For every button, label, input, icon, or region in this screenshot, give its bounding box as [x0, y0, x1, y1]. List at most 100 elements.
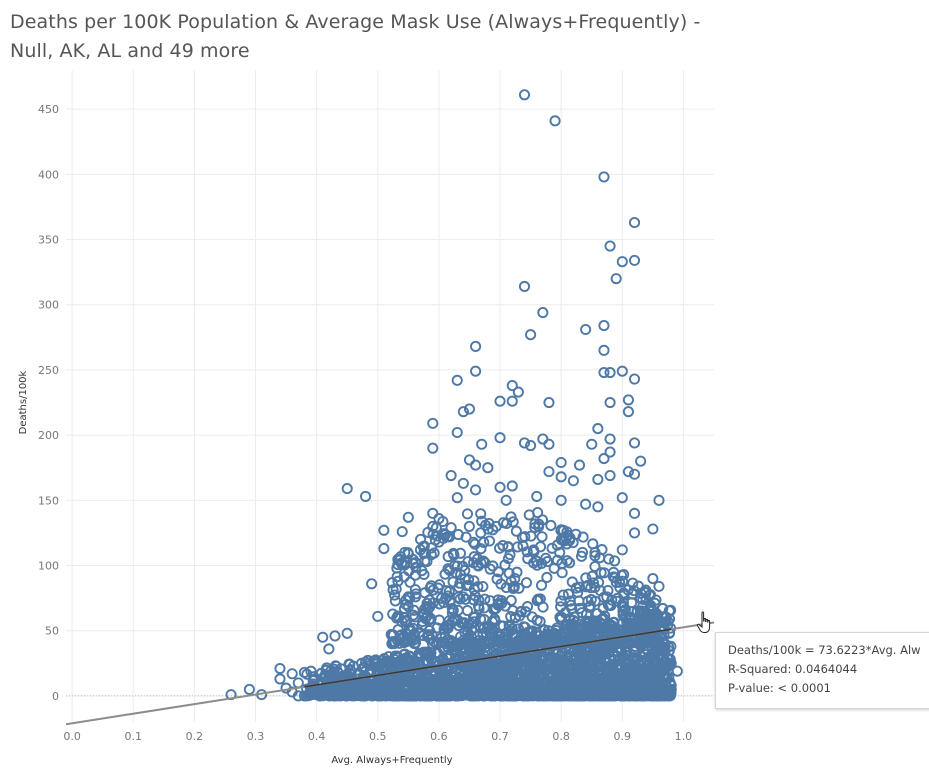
- data-point[interactable]: [509, 656, 521, 668]
- data-point[interactable]: [398, 571, 410, 583]
- data-point[interactable]: [461, 508, 474, 520]
- data-point[interactable]: [647, 523, 659, 535]
- data-point[interactable]: [434, 598, 446, 610]
- data-point[interactable]: [457, 477, 469, 489]
- data-point[interactable]: [585, 582, 597, 594]
- data-point[interactable]: [446, 602, 458, 615]
- data-point[interactable]: [455, 631, 467, 643]
- data-point[interactable]: [442, 563, 454, 575]
- data-point[interactable]: [527, 686, 539, 699]
- data-point[interactable]: [567, 659, 579, 671]
- data-point[interactable]: [440, 585, 452, 597]
- data-point[interactable]: [518, 672, 530, 684]
- data-point[interactable]: [520, 577, 533, 589]
- data-point[interactable]: [564, 595, 576, 607]
- data-point[interactable]: [482, 674, 494, 686]
- data-point[interactable]: [459, 564, 471, 577]
- data-point[interactable]: [292, 690, 304, 702]
- data-point[interactable]: [619, 682, 631, 694]
- data-point[interactable]: [457, 406, 469, 418]
- data-point[interactable]: [518, 621, 530, 633]
- data-point[interactable]: [592, 501, 604, 513]
- data-point[interactable]: [301, 668, 313, 680]
- data-point[interactable]: [427, 417, 439, 429]
- data-point[interactable]: [647, 573, 659, 585]
- data-point[interactable]: [366, 578, 378, 590]
- data-point[interactable]: [487, 560, 499, 572]
- data-point[interactable]: [454, 547, 467, 559]
- data-point[interactable]: [604, 240, 616, 252]
- data-point[interactable]: [546, 678, 558, 690]
- data-point[interactable]: [398, 649, 410, 661]
- data-point[interactable]: [551, 652, 563, 665]
- data-point[interactable]: [319, 669, 332, 681]
- data-point[interactable]: [386, 689, 398, 701]
- data-point[interactable]: [455, 617, 468, 629]
- data-point[interactable]: [470, 459, 482, 471]
- data-point[interactable]: [393, 612, 405, 624]
- data-point[interactable]: [323, 643, 335, 655]
- data-point[interactable]: [649, 628, 661, 640]
- data-point[interactable]: [520, 606, 532, 618]
- data-point[interactable]: [503, 567, 515, 579]
- data-point[interactable]: [624, 613, 636, 625]
- data-point[interactable]: [424, 613, 436, 625]
- data-point[interactable]: [447, 576, 459, 588]
- data-point[interactable]: [557, 589, 569, 601]
- data-point[interactable]: [565, 686, 577, 698]
- data-point[interactable]: [543, 396, 555, 409]
- data-point[interactable]: [274, 662, 286, 675]
- data-point[interactable]: [397, 690, 409, 702]
- data-point[interactable]: [628, 217, 641, 229]
- data-point[interactable]: [372, 610, 384, 622]
- data-point[interactable]: [382, 689, 394, 702]
- data-point[interactable]: [616, 256, 628, 268]
- data-point[interactable]: [320, 664, 332, 676]
- data-point[interactable]: [402, 548, 414, 560]
- data-point[interactable]: [589, 546, 601, 558]
- data-point[interactable]: [243, 683, 255, 695]
- data-point[interactable]: [531, 490, 543, 502]
- data-point[interactable]: [425, 580, 437, 592]
- data-point[interactable]: [408, 638, 420, 650]
- data-point[interactable]: [611, 660, 623, 672]
- data-point[interactable]: [466, 625, 478, 637]
- data-point[interactable]: [476, 438, 488, 450]
- data-point[interactable]: [509, 612, 521, 624]
- data-point[interactable]: [604, 469, 616, 482]
- data-point[interactable]: [604, 366, 616, 379]
- data-point[interactable]: [307, 685, 319, 697]
- data-point[interactable]: [624, 684, 636, 696]
- data-point[interactable]: [419, 587, 431, 599]
- data-point[interactable]: [502, 637, 514, 649]
- data-point[interactable]: [645, 599, 657, 612]
- data-point[interactable]: [665, 679, 677, 692]
- data-point[interactable]: [274, 673, 286, 685]
- data-point[interactable]: [534, 541, 547, 553]
- data-point[interactable]: [617, 597, 629, 609]
- data-point[interactable]: [657, 650, 670, 662]
- data-point[interactable]: [325, 686, 337, 698]
- data-point[interactable]: [561, 555, 573, 567]
- data-point[interactable]: [588, 620, 601, 632]
- data-point[interactable]: [485, 637, 497, 649]
- data-point[interactable]: [553, 690, 565, 702]
- data-point[interactable]: [556, 667, 568, 679]
- data-point[interactable]: [451, 492, 463, 504]
- data-point[interactable]: [605, 600, 617, 612]
- data-point[interactable]: [425, 690, 437, 702]
- data-point[interactable]: [402, 591, 414, 603]
- data-point[interactable]: [404, 576, 416, 588]
- data-point[interactable]: [617, 575, 629, 587]
- data-point[interactable]: [525, 440, 537, 452]
- data-point[interactable]: [653, 494, 665, 506]
- data-point[interactable]: [632, 580, 644, 592]
- data-point[interactable]: [372, 686, 385, 698]
- data-point[interactable]: [329, 630, 341, 642]
- data-point[interactable]: [555, 456, 567, 469]
- data-point[interactable]: [638, 663, 650, 676]
- data-point[interactable]: [518, 280, 531, 293]
- data-point[interactable]: [431, 648, 443, 660]
- data-point[interactable]: [507, 582, 519, 594]
- data-point[interactable]: [465, 636, 477, 648]
